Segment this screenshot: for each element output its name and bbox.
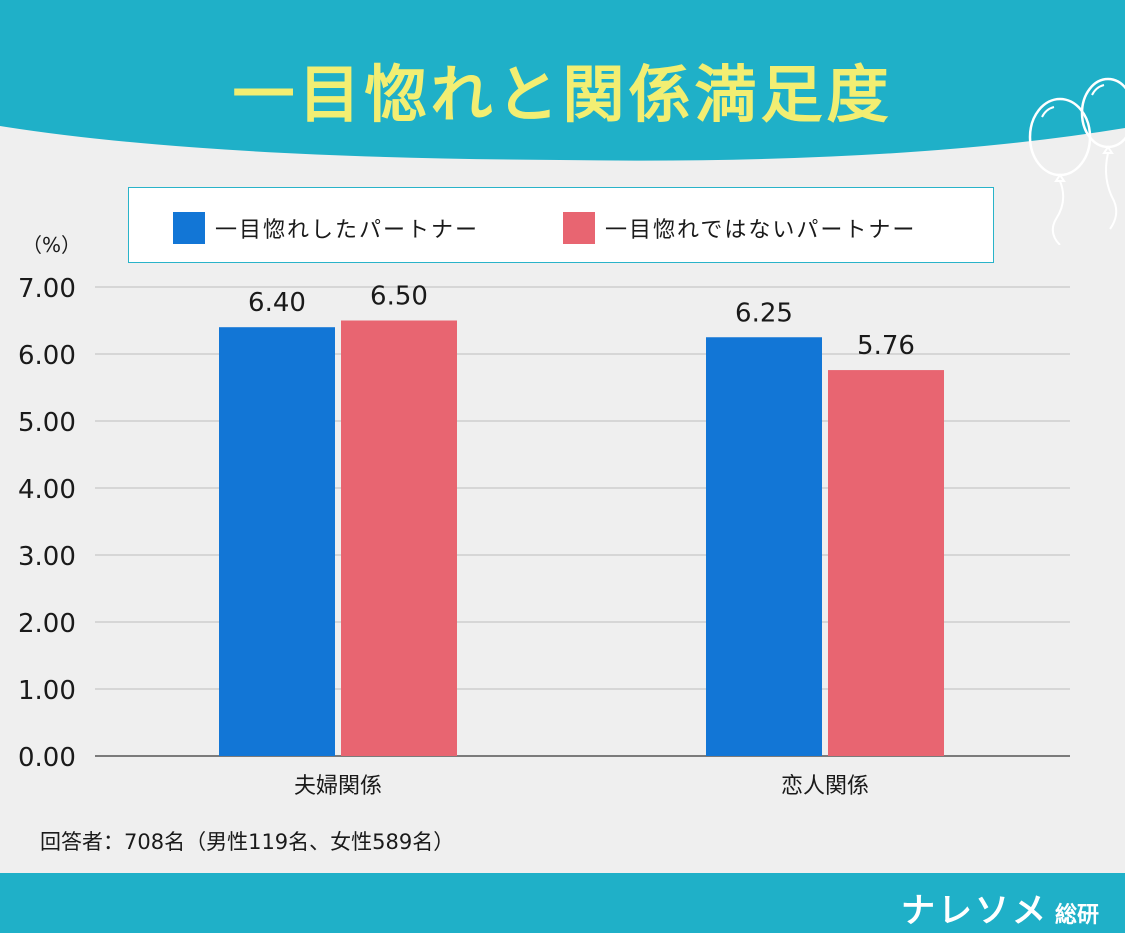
- data-label: 6.25: [735, 298, 793, 328]
- x-category-label: 恋人関係: [781, 774, 869, 799]
- balloons-decoration: [1028, 77, 1125, 245]
- respondents-note: 回答者：708名（男性119名、女性589名）: [40, 830, 455, 854]
- bar-love-at-first-sight: [219, 327, 335, 756]
- data-label: 6.40: [248, 288, 306, 318]
- bar-love-at-first-sight: [706, 337, 822, 756]
- y-tick-label: 1.00: [18, 676, 76, 706]
- banner-shape: [0, 0, 1125, 161]
- data-label: 6.50: [370, 282, 428, 312]
- bar-not-love-at-first-sight: [341, 320, 457, 756]
- x-category-label: 夫婦関係: [294, 774, 382, 799]
- chart-legend: 一目惚れしたパートナー 一目惚れではないパートナー: [128, 187, 994, 263]
- y-tick-label: 6.00: [18, 341, 76, 371]
- bar-not-love-at-first-sight: [828, 370, 944, 756]
- y-axis-unit-label: （%）: [22, 233, 81, 257]
- legend-item-series-1: 一目惚れしたパートナー: [173, 212, 479, 244]
- brand-name: ナレソメ: [900, 891, 1049, 931]
- chart-title: 一目惚れと関係満足度: [232, 58, 893, 131]
- legend-label: 一目惚れしたパートナー: [215, 218, 480, 243]
- y-tick-label: 4.00: [18, 475, 76, 505]
- legend-item-series-2: 一目惚れではないパートナー: [563, 212, 916, 244]
- data-label: 5.76: [857, 331, 915, 361]
- legend-label: 一目惚れではないパートナー: [605, 218, 917, 243]
- title-banner: [0, 0, 1125, 161]
- legend-swatch-blue: [173, 212, 205, 244]
- brand-logo: ナレソメ 総研: [901, 883, 1099, 932]
- legend-swatch-red: [563, 212, 595, 244]
- y-tick-label: 2.00: [18, 609, 76, 639]
- y-tick-label: 3.00: [18, 542, 76, 572]
- y-tick-label: 5.00: [18, 408, 76, 438]
- footer-bar: ナレソメ 総研: [0, 873, 1125, 933]
- y-tick-label: 0.00: [18, 743, 76, 773]
- y-tick-label: 7.00: [18, 274, 76, 304]
- brand-suffix: 総研: [1054, 903, 1099, 928]
